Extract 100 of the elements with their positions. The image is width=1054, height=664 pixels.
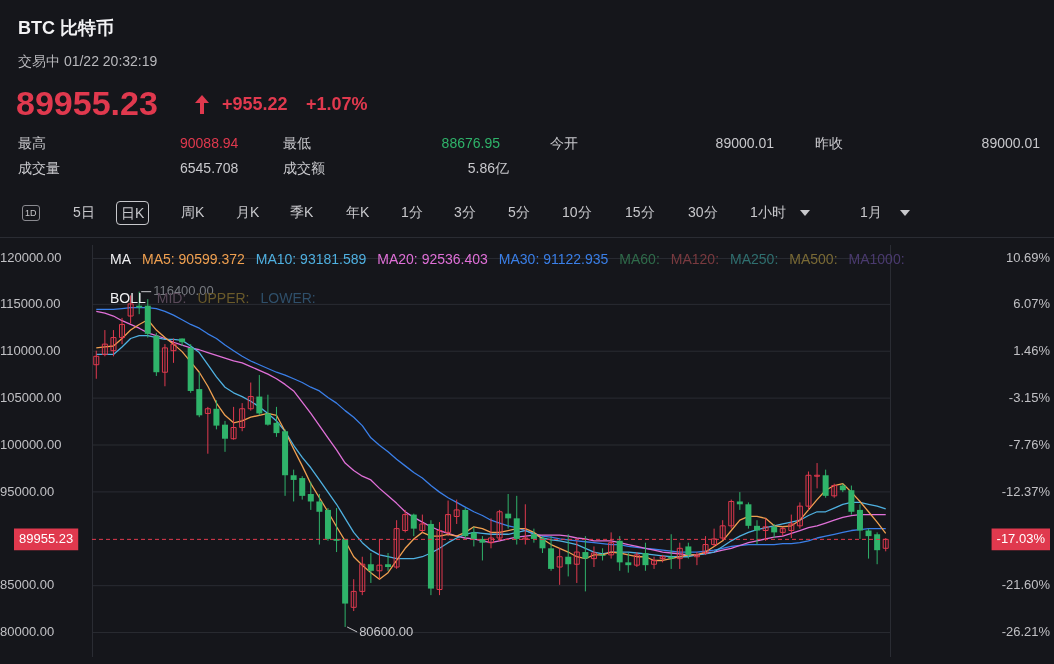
candlestick (754, 519, 760, 546)
text: 1月 (860, 203, 882, 222)
candlestick (222, 420, 228, 453)
text: 10分 (562, 203, 592, 222)
candlestick (110, 329, 117, 357)
text: 今开 (550, 135, 578, 153)
candlestick (385, 552, 392, 572)
y2-tick-label: -3.15% (1008, 390, 1051, 406)
text: MA30: 91122.935 (498, 251, 609, 267)
annotation: MA1000: (848, 251, 905, 267)
text: 89000.01 (981, 135, 1040, 151)
candlestick (204, 406, 211, 455)
candlestick (307, 481, 314, 511)
candlestick (633, 551, 640, 568)
text: 季K (290, 203, 314, 222)
candlestick (642, 542, 649, 572)
candlestick (651, 556, 658, 570)
candlestick (359, 556, 366, 596)
candlestick (247, 382, 254, 412)
candlestick (170, 338, 177, 364)
y-tick-label: 105000.00 (0, 390, 62, 406)
y-tick-label: 120000.00 (0, 249, 62, 265)
text: MA20: 92536.403 (377, 251, 488, 267)
text: 1小时 (750, 203, 786, 222)
text: 成交量 (18, 160, 60, 178)
candlestick (565, 533, 572, 577)
candlestick (119, 317, 126, 345)
candlestick (445, 500, 452, 537)
candlestick (556, 547, 563, 586)
text: 成交额 (283, 160, 325, 178)
candlestick (290, 469, 297, 502)
text: 90088.94 (180, 135, 239, 151)
candlestick (93, 350, 100, 380)
candlestick (367, 552, 374, 584)
text: 5分 (508, 203, 530, 222)
annotation: MA250: (730, 251, 779, 267)
text: 5.86亿 (467, 160, 509, 178)
candlestick (548, 535, 555, 572)
candlestick (676, 542, 683, 570)
y-tick-label: 100000.00 (0, 436, 62, 452)
text: 15分 (625, 203, 655, 222)
candlestick (161, 343, 168, 387)
text: 年K (346, 203, 370, 222)
y-tick-label: 110000.00 (0, 343, 61, 359)
text: 88676.95 (441, 135, 500, 151)
candlestick (874, 531, 881, 565)
candlestick (805, 471, 812, 511)
y2-tick-label: -26.21% (1001, 624, 1051, 640)
candlestick (582, 535, 589, 592)
y2-tick-label: -21.60% (1001, 577, 1051, 593)
text: -17.03% (996, 530, 1046, 546)
y2-tick-label: -7.76% (1008, 436, 1051, 452)
candlestick (745, 501, 752, 530)
y2-tick-label: 6.07% (1013, 296, 1051, 312)
candlestick (350, 578, 357, 612)
candlestick (625, 552, 632, 574)
text: 周K (181, 203, 205, 222)
text: 昨收 (815, 135, 843, 153)
candlestick (256, 374, 263, 416)
candlestick (213, 399, 220, 430)
candlestick (796, 501, 803, 530)
text: 89955.23 (16, 84, 158, 123)
candlestick (410, 513, 417, 537)
y2-tick-label: -12.37% (1001, 483, 1051, 499)
candlestick (513, 495, 520, 546)
text: 最低 (283, 135, 311, 153)
text: MA5: 90599.372 (142, 251, 245, 267)
candlestick (728, 499, 735, 530)
candlestick (814, 462, 821, 489)
annotation: MA500: (789, 251, 838, 267)
candlestick (668, 533, 675, 570)
candlestick (273, 406, 280, 438)
y-tick-label: 85000.00 (0, 577, 55, 593)
candlestick (822, 469, 829, 499)
candlestick (453, 499, 460, 525)
candlestick (856, 503, 863, 540)
text: MA10: 93181.589 (255, 251, 367, 267)
y-tick-label: 95000.00 (0, 483, 55, 499)
candlestick (470, 526, 477, 547)
annotation: MA120: (670, 251, 720, 267)
candlestick (316, 493, 323, 546)
candlestick (402, 509, 409, 533)
candlestick (101, 329, 108, 357)
text: 1分 (401, 203, 423, 222)
annotation: MA (110, 251, 131, 267)
text: 月K (236, 203, 260, 222)
text: 日K (116, 201, 150, 225)
annotation: LOWER: (260, 290, 316, 306)
candlestick (264, 394, 271, 427)
candlestick (599, 547, 606, 561)
y-tick-label: 115000.00 (0, 296, 61, 312)
y-tick-label: 80000.00 (0, 624, 55, 640)
candlestick (590, 545, 597, 568)
candlestick (616, 535, 623, 572)
candlestick (299, 475, 306, 501)
ref-line-label: 89955.23 (19, 530, 74, 546)
text: 5日 (73, 203, 95, 222)
candlestick (530, 528, 537, 544)
text: +1.07% (306, 94, 368, 115)
chart-subtitle: 交易中 01/22 20:32:19 (18, 53, 158, 71)
